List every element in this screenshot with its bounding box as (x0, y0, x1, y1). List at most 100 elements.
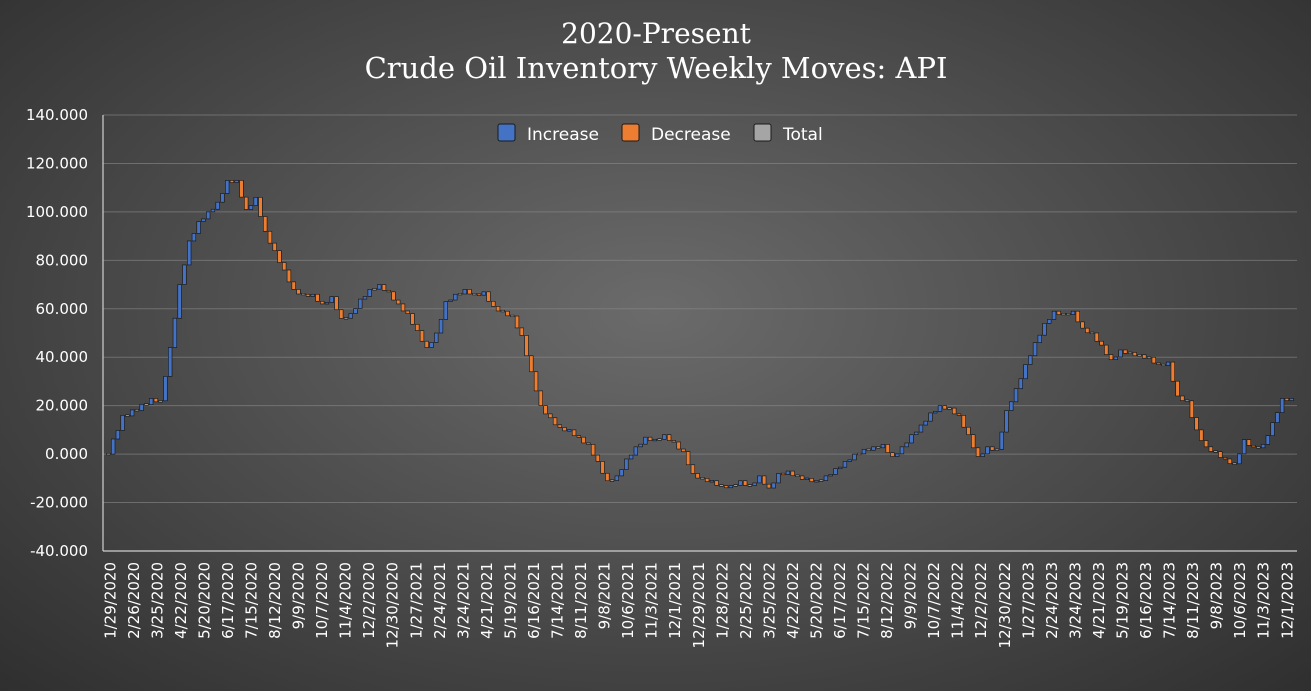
legend-label-total: Total (782, 125, 823, 145)
waterfall-bar (286, 269, 292, 283)
waterfall-bar (443, 301, 448, 320)
waterfall-bar (814, 480, 819, 483)
waterfall-bar (1251, 445, 1256, 448)
waterfall-bar (671, 440, 677, 443)
waterfall-bar (234, 180, 239, 183)
waterfall-bar (415, 323, 420, 331)
waterfall-bar (842, 461, 848, 468)
x-tick-label: 1/27/2021 (407, 562, 425, 639)
waterfall-bar (1156, 362, 1161, 365)
waterfall-bar (771, 482, 776, 489)
waterfall-bar (277, 250, 282, 263)
waterfall-bar (942, 405, 947, 410)
y-axis-tick-labels: 140.000 120.000 100.000 80.000 60.000 40.000 2… (26, 106, 88, 560)
x-tick-label: 7/15/2022 (855, 562, 873, 639)
y-tick-label: 40.000 (36, 348, 89, 366)
x-tick-label: 7/14/2021 (549, 562, 567, 639)
waterfall-bar (766, 483, 772, 489)
waterfall-bar (937, 405, 943, 412)
x-tick-label: 11/3/2021 (643, 562, 661, 639)
waterfall-bar (1137, 354, 1142, 357)
x-tick-label: 2/24/2023 (1043, 562, 1061, 639)
waterfall-bar (467, 289, 472, 295)
waterfall-bar (952, 407, 957, 415)
x-tick-label: 3/24/2023 (1066, 562, 1084, 639)
waterfall-bar (410, 313, 415, 325)
waterfall-bar (719, 484, 724, 487)
y-tick-label: 60.000 (36, 300, 89, 318)
legend: Increase Decrease Total (497, 123, 823, 145)
waterfall-bar (990, 446, 995, 451)
y-tick-label: 20.000 (36, 397, 89, 415)
waterfall-bar (239, 180, 244, 198)
waterfall-bar (552, 417, 558, 426)
waterfall-bar (106, 453, 111, 456)
waterfall-bar (1194, 417, 1199, 431)
waterfall-bar (1118, 349, 1123, 358)
waterfall-bar (947, 407, 952, 410)
waterfall-bar (434, 332, 439, 343)
y-tick-label: 120.000 (26, 154, 88, 172)
waterfall-bar (581, 436, 586, 444)
waterfall-bar (1180, 395, 1185, 401)
waterfall-bar (1108, 354, 1114, 360)
waterfall-bar (225, 180, 230, 194)
x-tick-label: 10/7/2020 (313, 562, 331, 639)
x-tick-label: 9/9/2020 (290, 562, 308, 629)
x-tick-label: 4/22/2022 (784, 562, 802, 639)
waterfall-bar (918, 424, 924, 433)
waterfall-bar (1227, 458, 1232, 464)
waterfall-bar (1094, 332, 1099, 342)
waterfall-bar (956, 413, 962, 416)
waterfall-bar (429, 342, 434, 348)
waterfall-bar (282, 262, 287, 271)
waterfall-bar (652, 438, 658, 442)
x-tick-label: 10/6/2021 (619, 562, 637, 639)
waterfall-bar (876, 446, 881, 449)
waterfall-bar (438, 319, 444, 334)
y-tick-label: 80.000 (36, 251, 89, 269)
waterfall-bar (1056, 310, 1061, 315)
waterfall-bar (890, 452, 895, 457)
waterfall-bar (1237, 453, 1242, 465)
waterfall-bar (1047, 319, 1052, 324)
x-tick-label: 7/15/2020 (242, 562, 260, 639)
waterfall-bar (666, 434, 672, 441)
waterfall-bar (761, 475, 767, 485)
x-tick-label: 6/17/2022 (831, 562, 849, 639)
waterfall-bar (605, 472, 610, 482)
x-tick-label: 5/19/2021 (501, 562, 519, 639)
y-tick-label: 140.000 (26, 106, 88, 124)
waterfall-bar (524, 335, 529, 357)
waterfall-bar (633, 446, 638, 456)
waterfall-bar (804, 477, 810, 480)
waterfall-bar (267, 230, 273, 244)
waterfall-bar (681, 448, 686, 452)
waterfall-bar (1222, 457, 1228, 460)
bar-series (106, 180, 1294, 489)
waterfall-bar (377, 284, 382, 290)
waterfall-bar (1284, 398, 1290, 401)
waterfall-bar (120, 415, 125, 431)
x-tick-label: 1/29/2020 (101, 562, 119, 639)
waterfall-bar (757, 475, 762, 484)
waterfall-bar (880, 444, 886, 449)
x-tick-label: 5/20/2020 (195, 562, 213, 639)
waterfall-bar (1275, 412, 1280, 423)
waterfall-bar (1256, 446, 1261, 449)
legend-label-increase: Increase (527, 125, 599, 145)
waterfall-bar (1127, 351, 1133, 354)
waterfall-bar (809, 478, 814, 483)
waterfall-bar (248, 205, 254, 210)
x-tick-label: 8/12/2022 (878, 562, 896, 639)
waterfall-bar (994, 448, 1000, 451)
waterfall-bar (567, 429, 572, 432)
waterfall-bar (1042, 323, 1047, 336)
waterfall-bar (1289, 398, 1294, 401)
waterfall-bar (491, 300, 496, 307)
waterfall-bar (177, 284, 182, 319)
x-tick-label: 6/16/2021 (525, 562, 543, 639)
x-tick-label: 12/2/2022 (972, 562, 990, 639)
waterfall-bar (481, 291, 486, 296)
waterfall-bar (676, 441, 681, 450)
